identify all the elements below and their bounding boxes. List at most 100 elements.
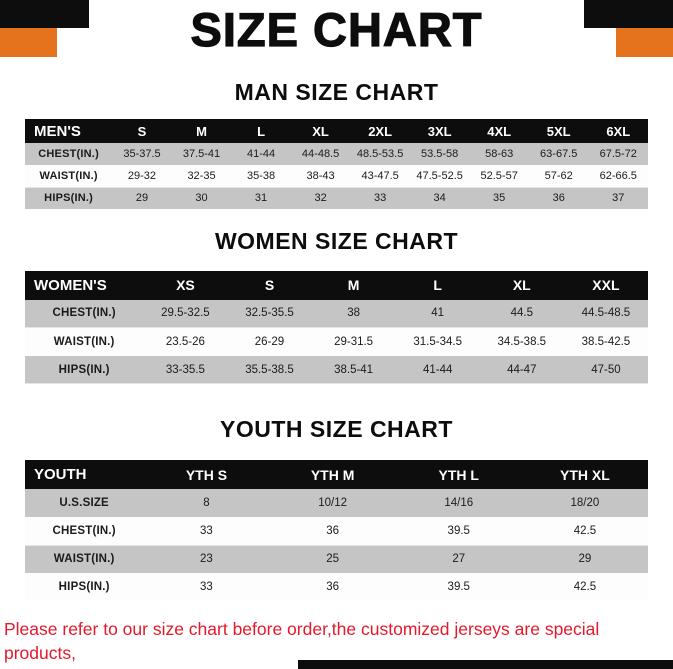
measurement-value: 41-44 <box>231 143 291 166</box>
mens-size-table: MEN'S S M L XL 2XL 3XL 4XL 5XL 6XL CHEST(IN.) 35-37… <box>25 119 648 210</box>
footer-note-line-1: Please refer to our size chart before or… <box>4 618 600 663</box>
youth-size-chart-section: YOUTH SIZE CHART YOUTH YTH S YTH M YTH L YTH… <box>0 416 673 602</box>
measurement-row: CHEST(IN.) 35-37.5 37.5-41 41-44 44-48.5 48.5… <box>25 143 648 166</box>
top-right-orange-bar <box>616 28 673 57</box>
measurement-value: 38 <box>311 299 396 328</box>
measurement-row: WAIST(IN.) 29-32 32-35 35-38 38-43 43-47.5 47.… <box>25 165 648 188</box>
measurement-value: 8 <box>143 489 270 518</box>
size-column-header: XL <box>290 119 351 143</box>
measurement-value: 18/20 <box>521 489 648 518</box>
measurement-row: HIPS(IN.) 29 30 31 32 33 34 35 36 37 <box>25 187 648 210</box>
size-column-header: 5XL <box>528 119 589 143</box>
measurement-label: CHEST(IN.) <box>25 299 144 328</box>
measurement-value: 47-50 <box>563 355 648 384</box>
size-column-header: S <box>112 119 172 143</box>
table-header-row: WOMEN'S XS S M L XL XXL <box>25 270 648 300</box>
measurement-value: 42.5 <box>521 517 648 546</box>
measurement-label: U.S.SIZE <box>25 489 144 518</box>
top-right-black-bar <box>584 0 673 28</box>
measurement-value: 48.5-53.5 <box>350 143 410 166</box>
measurement-value: 25 <box>269 545 396 574</box>
measurement-value: 33 <box>143 573 270 602</box>
measurement-value: 35.5-38.5 <box>227 355 312 384</box>
bottom-black-bar <box>298 660 673 669</box>
measurement-value: 47.5-52.5 <box>409 165 470 188</box>
size-column-header: M <box>171 119 232 143</box>
measurement-value: 35-38 <box>231 165 291 188</box>
measurement-value: 62-66.5 <box>588 165 648 188</box>
measurement-value: 32-35 <box>171 165 232 188</box>
size-column-header: YTH XL <box>521 460 648 489</box>
measurement-value: 34 <box>409 187 470 210</box>
youth-size-table: YOUTH YTH S YTH M YTH L YTH XL U.S.SIZE 8 10/12… <box>25 460 648 602</box>
size-column-header: L <box>231 119 291 143</box>
table-corner-header: MEN'S <box>25 119 113 143</box>
measurement-value: 33 <box>350 187 410 210</box>
measurement-value: 43-47.5 <box>350 165 410 188</box>
measurement-value: 63-67.5 <box>528 143 589 166</box>
measurement-value: 26-29 <box>227 327 312 356</box>
measurement-value: 36 <box>269 517 396 546</box>
measurement-value: 33 <box>143 517 270 546</box>
measurement-label: HIPS(IN.) <box>25 187 113 210</box>
size-column-header: 4XL <box>469 119 529 143</box>
top-left-orange-bar <box>0 28 57 57</box>
youth-section-heading: YOUTH SIZE CHART <box>220 416 453 442</box>
size-column-header: XS <box>143 270 228 300</box>
measurement-value: 35 <box>469 187 529 210</box>
measurement-value: 29-31.5 <box>311 327 396 356</box>
size-column-header: M <box>311 270 396 300</box>
measurement-value: 38-43 <box>290 165 351 188</box>
measurement-value: 39.5 <box>395 517 522 546</box>
measurement-value: 29-32 <box>112 165 172 188</box>
measurement-value: 29.5-32.5 <box>143 299 228 328</box>
measurement-value: 31 <box>231 187 291 210</box>
size-column-header: XL <box>479 270 564 300</box>
measurement-value: 42.5 <box>521 573 648 602</box>
measurement-value: 29 <box>112 187 172 210</box>
table-header-row: MEN'S S M L XL 2XL 3XL 4XL 5XL 6XL <box>25 119 648 143</box>
size-column-header: YTH M <box>269 460 396 489</box>
measurement-value: 32.5-35.5 <box>227 299 312 328</box>
measurement-value: 30 <box>171 187 232 210</box>
measurement-row: HIPS(IN.) 33-35.5 35.5-38.5 38.5-41 41-44 44-… <box>25 355 648 384</box>
measurement-value: 37 <box>588 187 648 210</box>
measurement-label: WAIST(IN.) <box>25 327 144 356</box>
measurement-value: 44-48.5 <box>290 143 351 166</box>
man-size-chart-section: MAN SIZE CHART MEN'S S M L XL 2XL 3XL 4XL 5XL 6XL… <box>0 79 673 210</box>
measurement-label: HIPS(IN.) <box>25 355 144 384</box>
measurement-value: 34.5-38.5 <box>479 327 564 356</box>
measurement-row: WAIST(IN.) 23.5-26 26-29 29-31.5 31.5-34.5 34… <box>25 327 648 356</box>
size-column-header: 3XL <box>409 119 470 143</box>
measurement-label: CHEST(IN.) <box>25 143 113 166</box>
measurement-value: 39.5 <box>395 573 522 602</box>
size-column-header: 6XL <box>588 119 648 143</box>
measurement-value: 44.5-48.5 <box>563 299 648 328</box>
measurement-row: CHEST(IN.) 29.5-32.5 32.5-35.5 38 41 44.5 44.5… <box>25 299 648 328</box>
measurement-value: 35-37.5 <box>112 143 172 166</box>
measurement-row: U.S.SIZE 8 10/12 14/16 18/20 <box>25 489 648 518</box>
measurement-value: 29 <box>521 545 648 574</box>
measurement-value: 36 <box>528 187 589 210</box>
table-header-row: YOUTH YTH S YTH M YTH L YTH XL <box>25 460 648 489</box>
measurement-value: 31.5-34.5 <box>395 327 480 356</box>
measurement-value: 41-44 <box>395 355 480 384</box>
women-section-heading: WOMEN SIZE CHART <box>214 227 459 254</box>
size-column-header: YTH S <box>143 460 270 489</box>
measurement-label: HIPS(IN.) <box>25 573 144 602</box>
measurement-row: CHEST(IN.) 33 36 39.5 42.5 <box>25 517 648 546</box>
measurement-row: HIPS(IN.) 33 36 39.5 42.5 <box>25 573 648 602</box>
measurement-value: 44.5 <box>479 299 564 328</box>
measurement-value: 44-47 <box>479 355 564 384</box>
measurement-value: 57-62 <box>528 165 589 188</box>
measurement-value: 23.5-26 <box>143 327 228 356</box>
table-corner-header: WOMEN'S <box>25 270 144 300</box>
size-column-header: XXL <box>563 270 648 300</box>
measurement-value: 33-35.5 <box>143 355 228 384</box>
measurement-value: 23 <box>143 545 270 574</box>
table-corner-header: YOUTH <box>25 460 144 489</box>
measurement-value: 58-63 <box>469 143 529 166</box>
measurement-value: 67.5-72 <box>588 143 648 166</box>
measurement-value: 53.5-58 <box>409 143 470 166</box>
measurement-label: CHEST(IN.) <box>25 517 144 546</box>
